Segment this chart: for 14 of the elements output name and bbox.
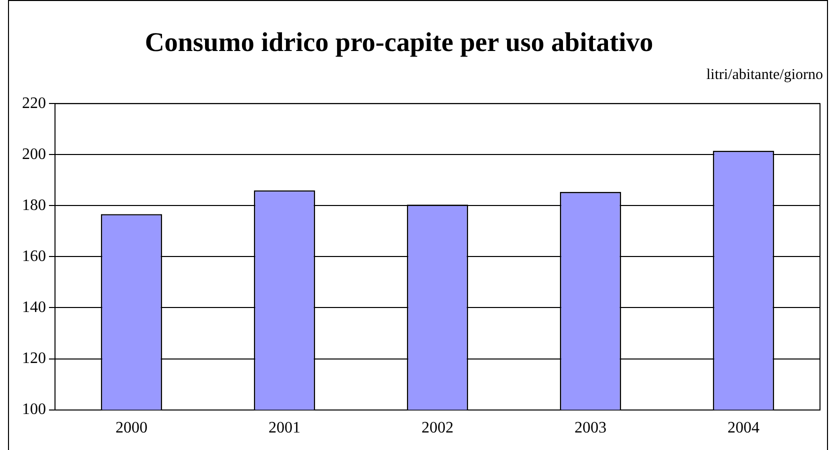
x-tick-label: 2003 [574,420,606,437]
y-tick-label: 160 [22,248,46,265]
y-tick-label: 100 [22,401,46,418]
y-tick-label: 140 [22,298,46,316]
x-tick-label: 2004 [728,420,760,437]
chart-title: Consumo idrico pro-capite per uso abitativo [144,27,654,58]
x-tick-label: 2002 [422,420,454,437]
y-axis-title: litri/abitante/giorno [706,67,823,84]
y-tick-label: 120 [22,350,46,367]
y-tick-label: 200 [22,146,46,163]
y-tick-label: 180 [22,196,46,214]
x-tick-label: 2000 [116,420,148,437]
y-tick-label: 220 [22,94,46,112]
x-tick-label: 2001 [268,420,300,437]
